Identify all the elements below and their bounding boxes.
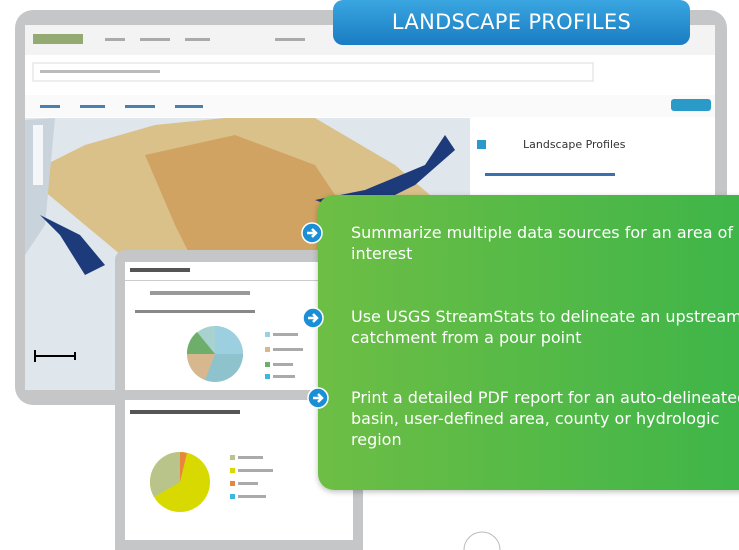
banner: LANDSCAPE PROFILES <box>333 0 690 45</box>
bullet-icons <box>300 222 330 422</box>
feature: Summarize multiple data sources for an a… <box>351 222 739 264</box>
feature: Use USGS StreamStats to delineate an ups… <box>351 306 739 348</box>
sidebar-title: Landscape Profiles <box>523 138 626 151</box>
scroll-indicator <box>462 526 502 550</box>
page: Landscape Profiles LANDSCAPE PROFILES <box>0 0 739 550</box>
feature-text: Summarize multiple data sources for an a… <box>351 223 733 263</box>
bullet-icon <box>302 223 322 243</box>
feature: Print a detailed PDF report for an auto-… <box>351 387 739 450</box>
feature-text: Use USGS StreamStats to delineate an ups… <box>351 307 739 347</box>
feature-panel: Summarize multiple data sources for an a… <box>318 195 739 490</box>
bullet-icon <box>303 308 323 328</box>
bullet-icon <box>308 388 328 408</box>
feature-text: Print a detailed PDF report for an auto-… <box>351 388 739 449</box>
